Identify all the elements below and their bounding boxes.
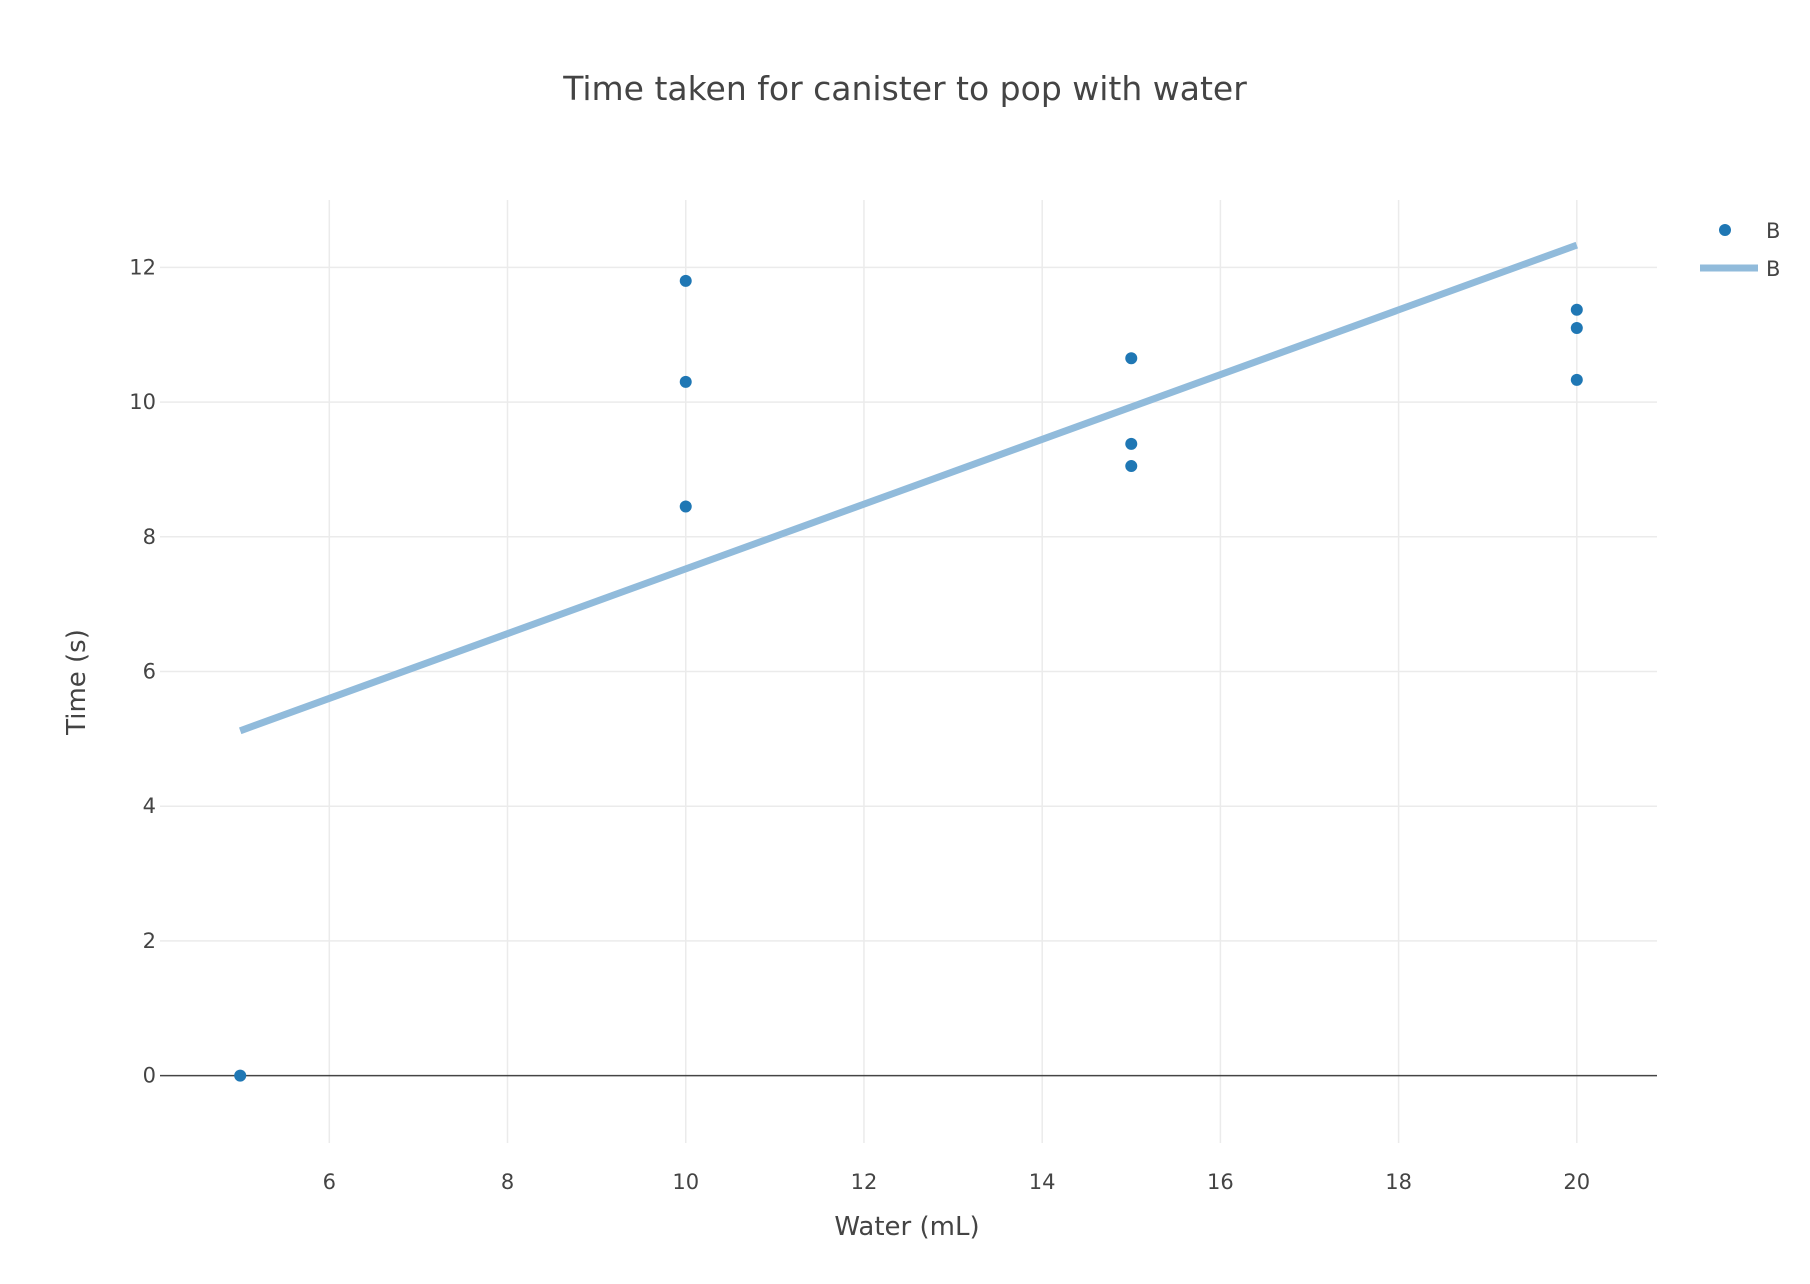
series-0-point-5 [1125,437,1138,450]
x-axis-label: Water (mL) [834,1212,979,1242]
y-tick-label-6: 6 [143,660,156,684]
series-0-point-9 [1570,373,1583,386]
y-axis-label: Time (s) [62,629,92,736]
y-tick-label-0: 0 [143,1064,156,1088]
chart-title: Time taken for canister to pop with wate… [562,69,1247,108]
series-0-point-1 [679,274,692,287]
series-0-point-7 [1570,303,1583,316]
axis-ticks: 6 8 10 12 14 16 18 20 0 2 4 6 8 10 12 [129,255,1590,1194]
legend: BB [1700,219,1780,281]
y-tick-label-2: 2 [143,929,156,953]
series-0-point-0 [234,1069,247,1082]
x-tick-label-16: 16 [1207,1170,1234,1194]
y-tick-label-4: 4 [143,794,156,818]
x-tick-label-18: 18 [1385,1170,1412,1194]
series-0-point-3 [679,500,692,513]
series-0-point-4 [1125,352,1138,365]
series-1-line [239,241,1578,735]
series-0-point-6 [1125,460,1138,473]
x-tick-label-12: 12 [851,1170,878,1194]
x-tick-label-14: 14 [1029,1170,1056,1194]
x-tick-label-10: 10 [672,1170,699,1194]
x-tick-label-20: 20 [1563,1170,1590,1194]
legend-label-0: B [1766,219,1780,243]
legend-label-1: B [1766,257,1780,281]
y-tick-label-10: 10 [129,390,156,414]
series-0-point-2 [679,375,692,388]
plot-area [234,241,1583,1082]
x-tick-label-8: 8 [501,1170,514,1194]
y-tick-label-8: 8 [143,525,156,549]
legend-marker-0 [1719,224,1731,236]
series-0-point-8 [1570,321,1583,334]
x-tick-label-6: 6 [323,1170,336,1194]
y-tick-label-12: 12 [129,255,156,279]
